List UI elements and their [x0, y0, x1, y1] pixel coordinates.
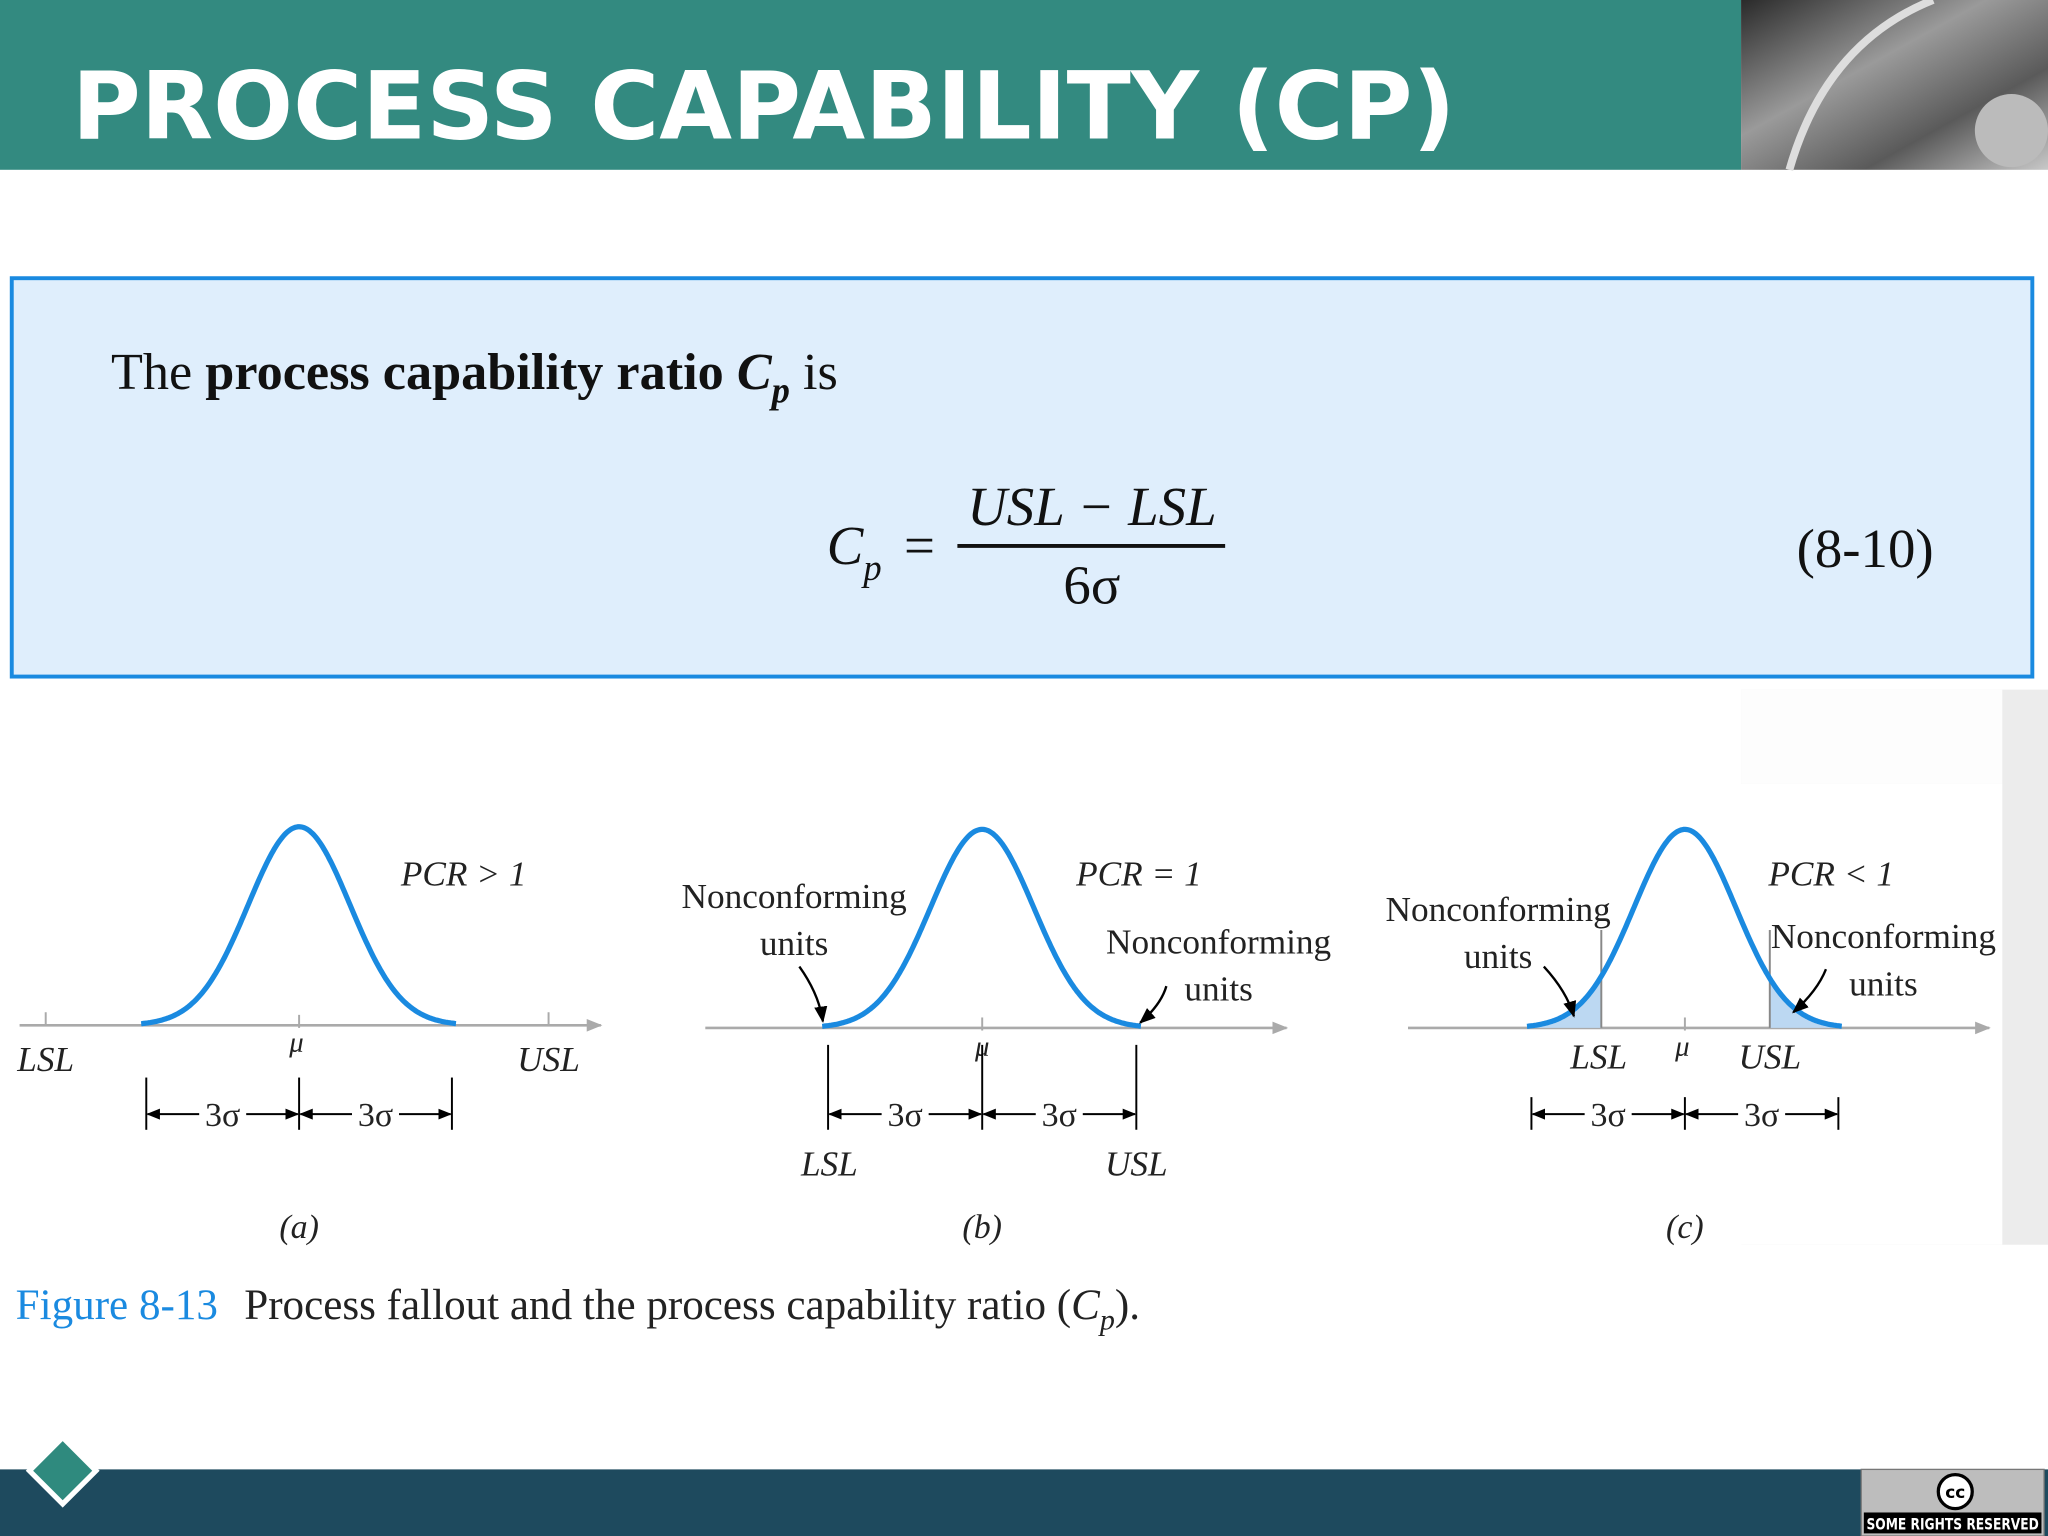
note-text: Nonconforming [682, 877, 907, 916]
usl-label: USL [1738, 1037, 1801, 1076]
definition-tail: is [803, 343, 838, 401]
formula-denominator: 6σ [1063, 554, 1120, 615]
header-image-arc [1785, 0, 1935, 171]
caption-text: Process fallout and the process capabili… [244, 1282, 1071, 1329]
license-text: SOME RIGHTS RESERVED [1866, 1514, 2038, 1533]
normal-curve [1526, 826, 1843, 1029]
tail-shade [1769, 978, 1838, 1028]
note-arrow [1139, 985, 1168, 1024]
tail-shade [1532, 976, 1602, 1028]
caption-number: Figure 8-13 [16, 1282, 218, 1329]
definition-subscript: p [769, 369, 790, 410]
title: PROCESS CAPABILITY (CP) [72, 52, 1456, 161]
lsl-label: LSL [1569, 1037, 1627, 1076]
caption-symbol: C [1071, 1282, 1101, 1329]
half-width-label: 3σ [888, 1097, 923, 1134]
figure-caption: Figure 8-13 Process fallout and the proce… [16, 1282, 1140, 1336]
lsl-label: LSL [800, 1145, 858, 1184]
mean-label: μ [288, 1026, 303, 1058]
formula-lhs: Cp [827, 515, 882, 588]
normal-curve [140, 824, 457, 1027]
panel-label: (c) [1666, 1209, 1704, 1246]
caption-end: ). [1115, 1282, 1140, 1329]
formula-symbol: C [827, 515, 865, 576]
half-width-label: 3σ [1042, 1097, 1077, 1134]
cc-circle [1936, 1472, 1974, 1511]
note-arrow [798, 965, 828, 1024]
mean-label: μ [1674, 1030, 1689, 1062]
formula-subscript: p [860, 547, 881, 588]
panel-label: (a) [279, 1209, 319, 1246]
ratio-label: PCR < 1 [1767, 855, 1894, 894]
note-arrow [1542, 965, 1577, 1018]
panel-label: (b) [962, 1209, 1002, 1246]
formula-numerator: USL − LSL [967, 476, 1216, 537]
note-text: Nonconforming [1106, 922, 1331, 961]
half-width-label: 3σ [1591, 1097, 1626, 1134]
usl-label: USL [1105, 1145, 1168, 1184]
ratio-label: PCR > 1 [400, 855, 527, 894]
note-text: Nonconforming [1771, 917, 1996, 956]
cc-badge: cc [1945, 1483, 1965, 1503]
usl-label: USL [517, 1040, 580, 1079]
footer-bar [0, 1469, 2048, 1536]
half-width-label: 3σ [358, 1097, 393, 1134]
definition-box [9, 276, 2035, 679]
caption-subscript: p [1098, 1304, 1115, 1337]
note-text: units [1184, 969, 1253, 1008]
formula-relation: = [904, 515, 935, 576]
equation-number: (8-10) [1797, 518, 1934, 579]
ratio-label: PCR = 1 [1075, 855, 1202, 894]
definition-term: process capability ratio [205, 343, 723, 401]
header-image-sphere [1974, 94, 2048, 168]
half-width-label: 3σ [205, 1097, 240, 1134]
definition: The process capability ratio Cp is [111, 343, 838, 410]
lsl-label: LSL [16, 1040, 74, 1079]
side-panel-notch [1741, 689, 2003, 784]
note-text: units [1849, 964, 1918, 1003]
header-bar [0, 0, 1742, 170]
note-text: units [760, 924, 829, 963]
note-text: units [1464, 937, 1533, 976]
license-strip [1863, 1512, 2042, 1534]
note-arrow [1792, 968, 1828, 1014]
definition-lead: The [111, 343, 192, 401]
half-width-label: 3σ [1744, 1097, 1779, 1134]
definition-symbol: C [737, 343, 773, 401]
note-text: Nonconforming [1386, 890, 1611, 929]
normal-curve [821, 826, 1142, 1029]
figure: LSL USL μ PCR > 1 3σ 3σ (a) LSL USL μ PCR = 1 3σ 3σ (… [16, 824, 1996, 1246]
footer-diamond [25, 1433, 100, 1508]
figure-backdrop [1408, 783, 2003, 1245]
